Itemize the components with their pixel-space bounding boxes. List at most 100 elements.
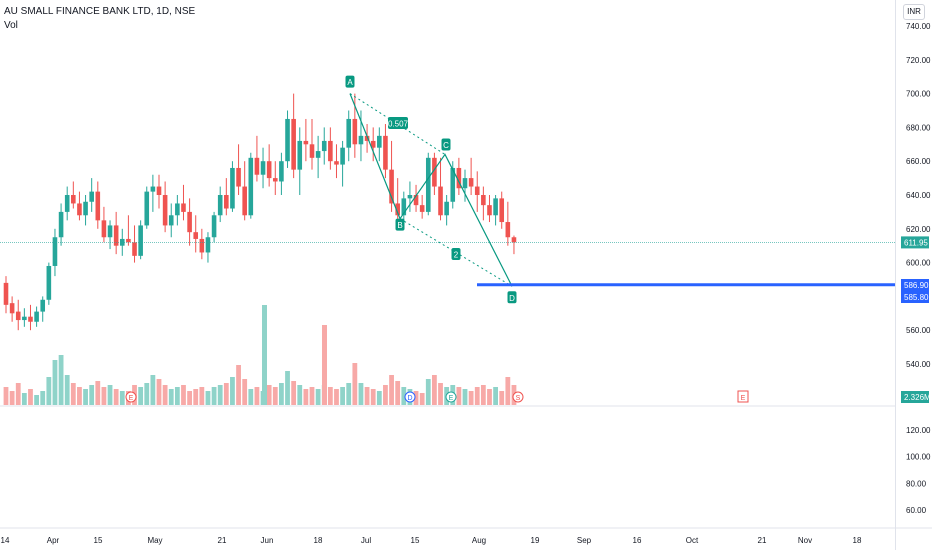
time-label: Aug — [472, 536, 486, 545]
candle-body — [248, 157, 254, 216]
split-badge-bg — [512, 391, 524, 403]
volume-bar — [236, 365, 241, 405]
time-label: Oct — [686, 536, 699, 545]
volume-bar — [193, 389, 199, 405]
time-label: 16 — [633, 536, 642, 545]
candle-body — [211, 215, 217, 238]
time-label: 14 — [1, 536, 10, 545]
candle-body — [401, 198, 407, 216]
volume-bar — [119, 391, 125, 405]
time-label: 18 — [853, 536, 862, 545]
last-price-tag: 611.95 — [904, 238, 928, 247]
volume-bar — [70, 383, 76, 405]
candlestick-series — [3, 93, 517, 331]
volume-bar — [322, 325, 327, 405]
volume-bar — [272, 387, 278, 405]
candle-body — [438, 186, 443, 216]
candle-body — [260, 161, 266, 175]
volume-bar — [297, 385, 303, 405]
volume-bar — [487, 389, 492, 405]
volume-bar — [340, 387, 345, 405]
candle-body — [413, 195, 419, 206]
volume-bar — [334, 389, 339, 405]
volume-bar — [181, 385, 186, 405]
volume-legend[interactable]: Vol — [4, 20, 18, 31]
time-axis[interactable]: 14 Apr 15 May 21 Jun 18 Jul 15 Aug 19 Sep 16 Oct 21 Nov… — [0, 527, 932, 545]
candle-body — [389, 169, 394, 204]
time-label: Jul — [361, 536, 371, 545]
volume-axis-tick: 60.00 — [906, 506, 927, 515]
volume-bar — [9, 391, 15, 405]
volume-bar — [211, 387, 217, 405]
candle-body — [64, 195, 70, 212]
volume-bar — [456, 387, 462, 405]
volume-bar — [346, 383, 352, 405]
candle-body — [71, 195, 76, 204]
price-tick: 560.00 — [906, 326, 931, 335]
candle-body — [481, 195, 486, 206]
candle-body — [266, 161, 272, 179]
volume-bar — [468, 391, 474, 405]
volume-bar — [95, 381, 101, 405]
volume-bar — [144, 383, 150, 405]
candle-body — [383, 135, 388, 170]
candle-body — [193, 232, 199, 239]
candle-body — [395, 203, 400, 216]
candle-body — [83, 201, 88, 216]
volume-axis-tick: 120.00 — [906, 426, 931, 435]
volume-bar — [389, 375, 394, 405]
volume-bar — [40, 391, 46, 405]
time-label: Nov — [798, 536, 812, 545]
volume-bar — [230, 377, 235, 405]
candle-body — [175, 203, 180, 216]
candle-body — [9, 303, 15, 314]
candle-body — [181, 203, 186, 212]
volume-bar — [217, 385, 223, 405]
volume-bar — [364, 387, 370, 405]
volume-bar — [168, 389, 174, 405]
pattern-legs — [349, 93, 513, 287]
volume-value-tag: 2.326M — [904, 393, 931, 402]
pattern-point-c-bg — [441, 138, 451, 151]
volume-bar — [89, 385, 95, 405]
volume-bar — [425, 379, 431, 405]
currency-button[interactable]: INR — [903, 4, 925, 20]
price-axis[interactable]: 740.00 720.00 700.00 680.00 660.00 640.00 620.… — [0, 22, 931, 407]
candle-body — [340, 147, 345, 165]
earnings-badge-bg — [125, 391, 137, 403]
volume-bar — [150, 375, 156, 405]
volume-bar — [438, 383, 443, 405]
candle-body — [279, 161, 284, 182]
candle-body — [230, 167, 235, 209]
volume-bar — [376, 391, 382, 405]
target-low-tag-bg — [901, 291, 929, 303]
candle-body — [272, 178, 278, 182]
candle-body — [40, 299, 46, 312]
candle-body — [505, 222, 511, 238]
candle-body — [150, 186, 156, 192]
pattern-point-d-bg — [507, 291, 517, 304]
target-high-tag-bg — [901, 279, 929, 291]
volume-bar — [279, 383, 284, 405]
target-low-tag: 585.80 — [904, 293, 929, 302]
candle-body — [511, 237, 517, 243]
candle-body — [58, 211, 64, 238]
leg-label: 2 — [454, 251, 459, 260]
candle-body — [95, 191, 101, 221]
volume-bar — [262, 305, 267, 405]
candle-body — [297, 140, 303, 170]
candle-body — [303, 140, 309, 145]
time-label: 18 — [314, 536, 323, 545]
volume-bar — [327, 387, 333, 405]
harmonic-pattern[interactable]: A B C D 0.507 2 — [345, 75, 517, 304]
volume-value-tag-bg — [901, 391, 929, 403]
volume-axis[interactable]: 120.00 100.00 80.00 60.00 — [906, 426, 931, 515]
candle-body — [168, 215, 174, 226]
overlay-lines — [0, 242, 895, 287]
volume-bar — [52, 360, 58, 405]
candle-body — [407, 195, 413, 199]
symbol-title[interactable]: AU SMALL FINANCE BANK LTD, 1D, NSE — [4, 6, 196, 17]
candle-body — [77, 203, 82, 216]
